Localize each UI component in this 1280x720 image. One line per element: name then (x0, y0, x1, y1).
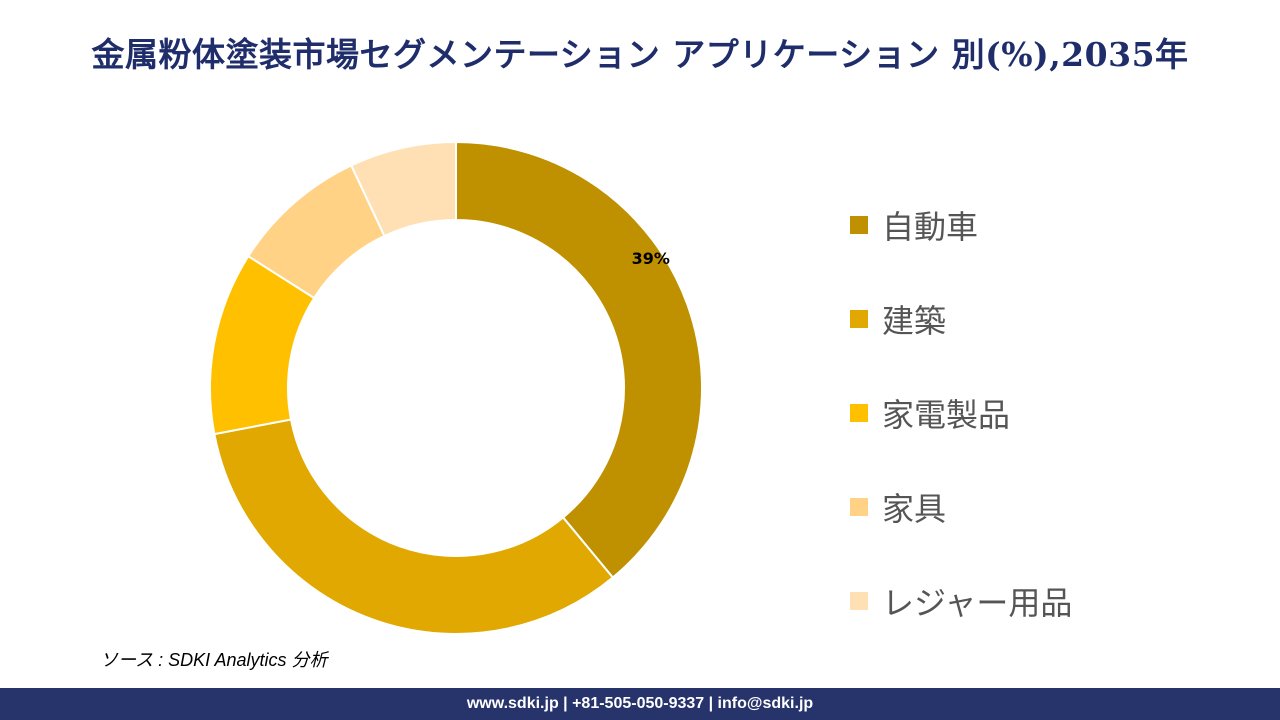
legend-swatch (850, 498, 868, 516)
slice-4 (349, 140, 457, 238)
legend-swatch (850, 404, 868, 422)
legend: 自動車建築家電製品家具レジャー用品 (850, 178, 1072, 648)
legend-label: 家具 (882, 490, 947, 528)
legend-swatch (850, 216, 868, 234)
chart-title: 金属粉体塗装市場セグメンテーション アプリケーション 別(%),2035年 (91, 35, 1189, 74)
legend-swatch (850, 592, 868, 610)
legend-item: 建築 (850, 272, 1072, 366)
source-note: ソース : SDKI Analytics 分析 (100, 650, 328, 670)
legend-swatch (850, 310, 868, 328)
legend-item: 自動車 (850, 178, 1072, 272)
legend-item: 家具 (850, 460, 1072, 554)
data-label: 39% (632, 249, 670, 268)
legend-label: 自動車 (882, 208, 979, 246)
slice-0 (455, 140, 703, 579)
slice-1 (213, 418, 615, 635)
legend-label: レジャー用品 (882, 584, 1073, 622)
legend-item: 家電製品 (850, 366, 1072, 460)
legend-label: 建築 (882, 302, 947, 340)
footer-contact: www.sdki.jp | +81-505-050-9337 | info@sd… (0, 688, 1280, 720)
legend-item: レジャー用品 (850, 554, 1072, 648)
legend-label: 家電製品 (882, 396, 1011, 434)
donut-chart: 39% (209, 140, 703, 635)
